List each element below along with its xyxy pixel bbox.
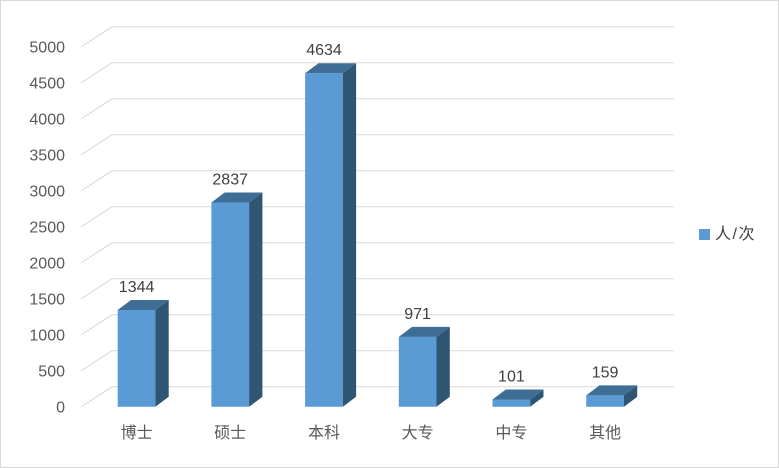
svg-text:1344: 1344 bbox=[119, 279, 155, 296]
svg-text:1000: 1000 bbox=[29, 327, 65, 344]
svg-text:3500: 3500 bbox=[29, 147, 65, 164]
svg-text:2500: 2500 bbox=[29, 219, 65, 236]
svg-text:人/次: 人/次 bbox=[715, 225, 756, 243]
svg-text:5000: 5000 bbox=[29, 39, 65, 56]
svg-text:2837: 2837 bbox=[212, 172, 248, 189]
svg-text:4000: 4000 bbox=[29, 111, 65, 128]
svg-text:1500: 1500 bbox=[29, 291, 65, 308]
svg-text:4634: 4634 bbox=[306, 42, 342, 59]
svg-text:硕士: 硕士 bbox=[214, 424, 246, 442]
svg-text:2000: 2000 bbox=[29, 255, 65, 272]
svg-text:其他: 其他 bbox=[589, 424, 621, 442]
svg-text:中专: 中专 bbox=[495, 424, 527, 442]
svg-text:500: 500 bbox=[38, 363, 65, 380]
svg-text:159: 159 bbox=[592, 364, 619, 381]
svg-text:博士: 博士 bbox=[121, 424, 153, 442]
svg-text:971: 971 bbox=[404, 306, 431, 323]
svg-text:本科: 本科 bbox=[308, 424, 340, 442]
svg-text:4500: 4500 bbox=[29, 75, 65, 92]
svg-text:101: 101 bbox=[498, 369, 525, 386]
svg-text:大专: 大专 bbox=[402, 424, 434, 442]
svg-text:3000: 3000 bbox=[29, 183, 65, 200]
svg-text:0: 0 bbox=[56, 399, 65, 416]
